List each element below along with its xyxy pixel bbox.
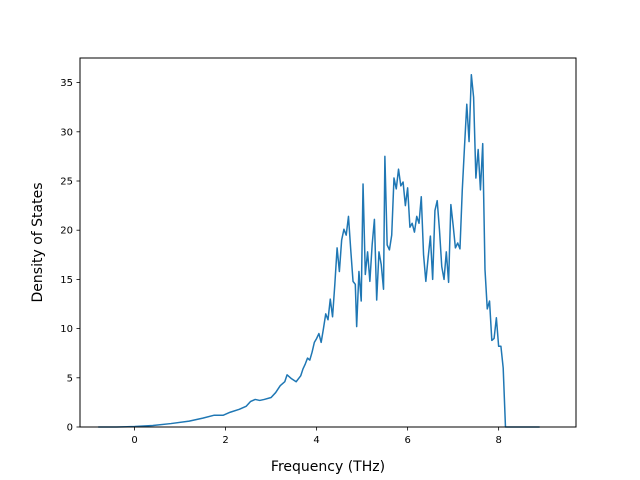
y-tick-label: 35 [60,78,73,89]
y-tick-label: 5 [67,373,73,384]
x-tick-label: 4 [313,435,319,446]
y-tick-label: 30 [60,127,73,138]
x-tick-label: 0 [131,435,137,446]
series-layer [98,73,540,428]
y-tick-label: 25 [60,177,73,188]
y-tick-label: 20 [60,226,73,237]
dos-series-line-0 [98,73,540,428]
y-axis-ticks: 0 5 10 15 20 25 30 35 [60,78,80,434]
x-tick-label: 6 [404,435,410,446]
x-axis-ticks: 0 2 4 6 8 [131,427,502,446]
x-axis-title: Frequency (THz) [271,459,385,475]
axes-frame [79,57,577,428]
x-tick-label: 8 [495,435,501,446]
y-tick-label: 15 [60,275,73,286]
y-tick-label: 10 [60,324,73,335]
y-axis-title: Density of States [30,183,46,303]
x-tick-label: 2 [222,435,228,446]
y-tick-label: 0 [67,423,73,434]
